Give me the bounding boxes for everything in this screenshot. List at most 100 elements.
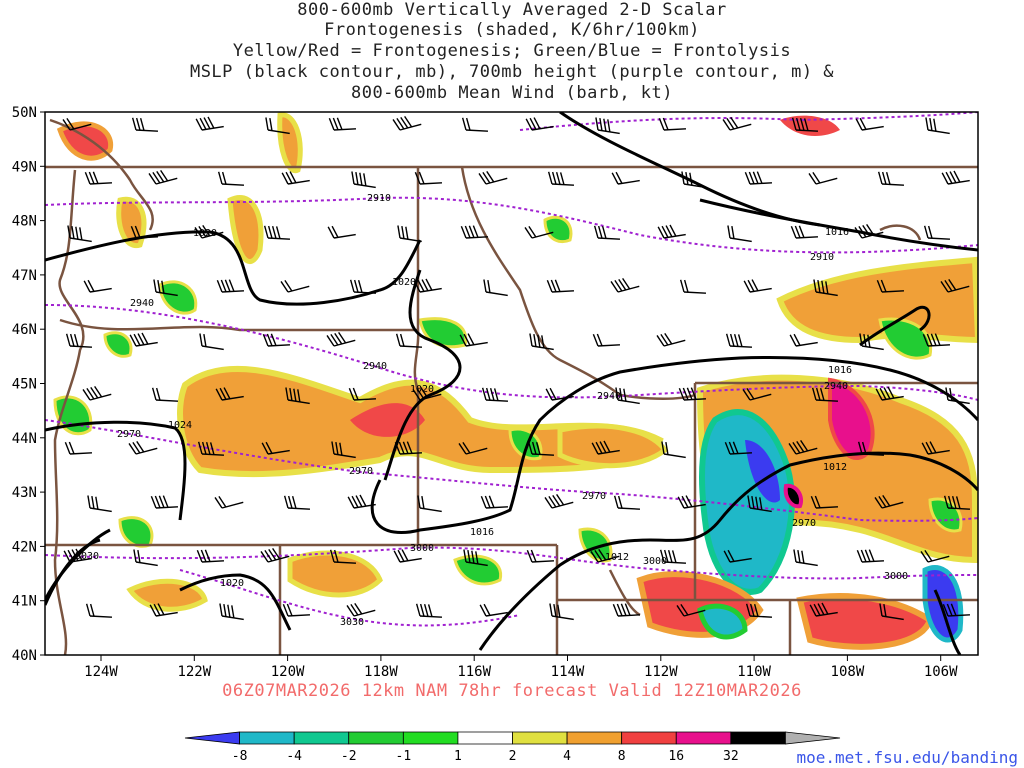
wind-barb — [397, 225, 422, 243]
lon-label: 108W — [831, 664, 865, 680]
frontolysis-core-wy — [745, 440, 780, 503]
wind-barb — [857, 441, 885, 456]
wind-barb — [214, 496, 244, 509]
colorbar-swatch — [184, 731, 240, 745]
wind-barb — [610, 277, 640, 293]
colorbar-swatch — [457, 731, 513, 745]
wind-barb — [480, 495, 509, 509]
height-label: 3030 — [340, 617, 364, 628]
wind-barb — [283, 495, 311, 510]
wind-barb — [943, 495, 971, 510]
wind-barb — [527, 441, 555, 456]
frontogenesis-shading — [53, 112, 978, 650]
wind-barb — [199, 333, 224, 351]
wind-barb — [346, 602, 376, 617]
wind-barb — [130, 225, 159, 239]
mslp-label: 1016 — [825, 227, 849, 238]
lon-label: 106W — [924, 664, 958, 680]
height-label: 2940 — [824, 381, 848, 392]
frontogenesis-patch-bc — [116, 196, 147, 249]
colorbar-label: -8 — [232, 749, 248, 764]
forecast-caption: 06Z07MAR2026 12km NAM 78hr forecast Vali… — [222, 681, 802, 701]
wind-barb — [525, 117, 554, 131]
wind-barb — [659, 549, 687, 564]
height-label: 2970 — [349, 466, 373, 477]
wind-barb — [725, 333, 753, 348]
credit-link[interactable]: moe.met.fsu.edu/banding — [796, 748, 1018, 767]
height-contour-3000 — [45, 546, 978, 580]
wind-barbs — [62, 115, 971, 621]
wind-barb — [349, 279, 377, 294]
wind-barb — [941, 170, 970, 185]
height-contour-2910 — [45, 196, 978, 254]
mslp-contours — [45, 112, 978, 655]
colorbar-swatch — [566, 731, 623, 745]
wind-barb — [328, 117, 357, 131]
lon-label: 118W — [364, 664, 398, 680]
wind-barb — [215, 387, 244, 401]
height-contour-2940 — [45, 304, 978, 401]
mslp-label: 1016 — [828, 365, 852, 376]
lat-label: 43N — [12, 485, 37, 501]
colorbar-label: 8 — [618, 749, 626, 764]
wind-barb — [62, 118, 92, 131]
wind-barb — [591, 440, 620, 455]
wind-barb — [63, 548, 92, 563]
height-contour-2880 — [519, 112, 978, 131]
wind-barb — [84, 171, 113, 185]
wind-barb — [793, 549, 818, 567]
wind-barb — [351, 171, 376, 189]
wind-barb — [593, 225, 621, 240]
mslp-contour-1016-mt — [699, 198, 978, 252]
wind-barb — [217, 171, 245, 186]
lat-label: 50N — [12, 105, 37, 121]
wind-barb — [874, 494, 904, 509]
lat-label: 41N — [12, 594, 37, 610]
height-contour-3030 — [179, 569, 521, 627]
wind-barb — [392, 115, 422, 131]
lat-label: 49N — [12, 159, 37, 175]
border-id-mt — [460, 166, 696, 400]
wind-barb — [129, 332, 158, 347]
mslp-contour-1024 — [45, 420, 187, 521]
wind-barb — [151, 387, 179, 402]
height-label: 2970 — [117, 429, 141, 440]
wind-barb — [925, 117, 950, 135]
wind-barb — [724, 441, 753, 455]
frontogenesis-band-south — [557, 423, 669, 469]
lat-label: 40N — [12, 648, 37, 664]
wind-barb — [64, 441, 93, 455]
wind-barb — [854, 223, 884, 239]
mslp-label: 1020 — [410, 384, 434, 395]
mslp-contour-1020-north — [45, 230, 422, 306]
mslp-label: 1012 — [605, 552, 629, 563]
lat-label: 42N — [12, 539, 37, 555]
wind-barb — [613, 495, 641, 510]
wind-barb — [348, 387, 377, 401]
wind-barb — [877, 171, 905, 186]
wind-barb — [481, 387, 509, 402]
lon-label: 116W — [457, 664, 491, 680]
wind-barb — [260, 547, 290, 563]
wind-barb — [329, 549, 357, 564]
wind-barb — [922, 333, 951, 347]
wind-barb — [347, 494, 376, 509]
mslp-contour-1008-co — [933, 589, 962, 655]
lat-label: 46N — [12, 322, 37, 338]
mslp-contour-1020-id — [383, 269, 462, 481]
border-wa-or — [59, 318, 418, 332]
wind-barb — [261, 441, 290, 455]
mslp-contour-1016 — [370, 356, 978, 535]
title-line-5: 800-600mb Mean Wind (barb, kt) — [350, 83, 674, 103]
wind-barb — [790, 225, 819, 239]
wind-barb — [417, 495, 442, 513]
border-vancouver-island — [49, 118, 154, 231]
wind-barb — [197, 441, 225, 456]
lon-label: 112W — [644, 664, 678, 680]
wind-barb — [463, 549, 488, 567]
colorbar-swatch — [293, 731, 350, 745]
wind-barb — [524, 226, 554, 239]
wind-barb — [412, 386, 442, 401]
wind-barb — [131, 117, 159, 132]
wind-barb — [811, 387, 839, 402]
